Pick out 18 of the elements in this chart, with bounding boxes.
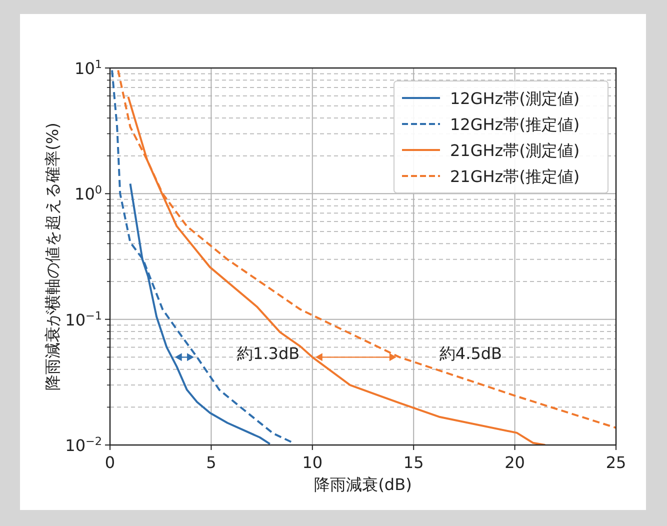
annotation: 約1.3dB: [237, 344, 300, 364]
x-tick-label: 0: [104, 453, 116, 472]
legend-label: 21GHz帯(測定値): [450, 141, 580, 160]
y-tick-label: 10$^{−2}$: [65, 434, 102, 455]
x-axis-title: 降雨減衰(dB): [314, 475, 412, 494]
legend-label: 21GHz帯(推定値): [450, 167, 580, 186]
x-tick-label: 20: [504, 453, 525, 472]
annotation: 約4.5dB: [439, 344, 502, 364]
x-tick-label: 5: [206, 453, 216, 472]
legend-label: 12GHz帯(測定値): [450, 89, 580, 108]
y-tick-label: 10$^{0}$: [74, 183, 102, 204]
y-tick-label: 10$^{1}$: [74, 58, 102, 78]
x-tick-label: 25: [606, 453, 626, 472]
x-tick-label: 10: [302, 453, 323, 472]
y-tick-label: 10$^{−1}$: [65, 308, 102, 330]
legend-label: 12GHz帯(推定値): [450, 115, 580, 134]
y-axis-title: 降雨減衰が横軸の値を超える確率(%): [43, 122, 62, 390]
x-tick-label: 15: [403, 453, 424, 472]
